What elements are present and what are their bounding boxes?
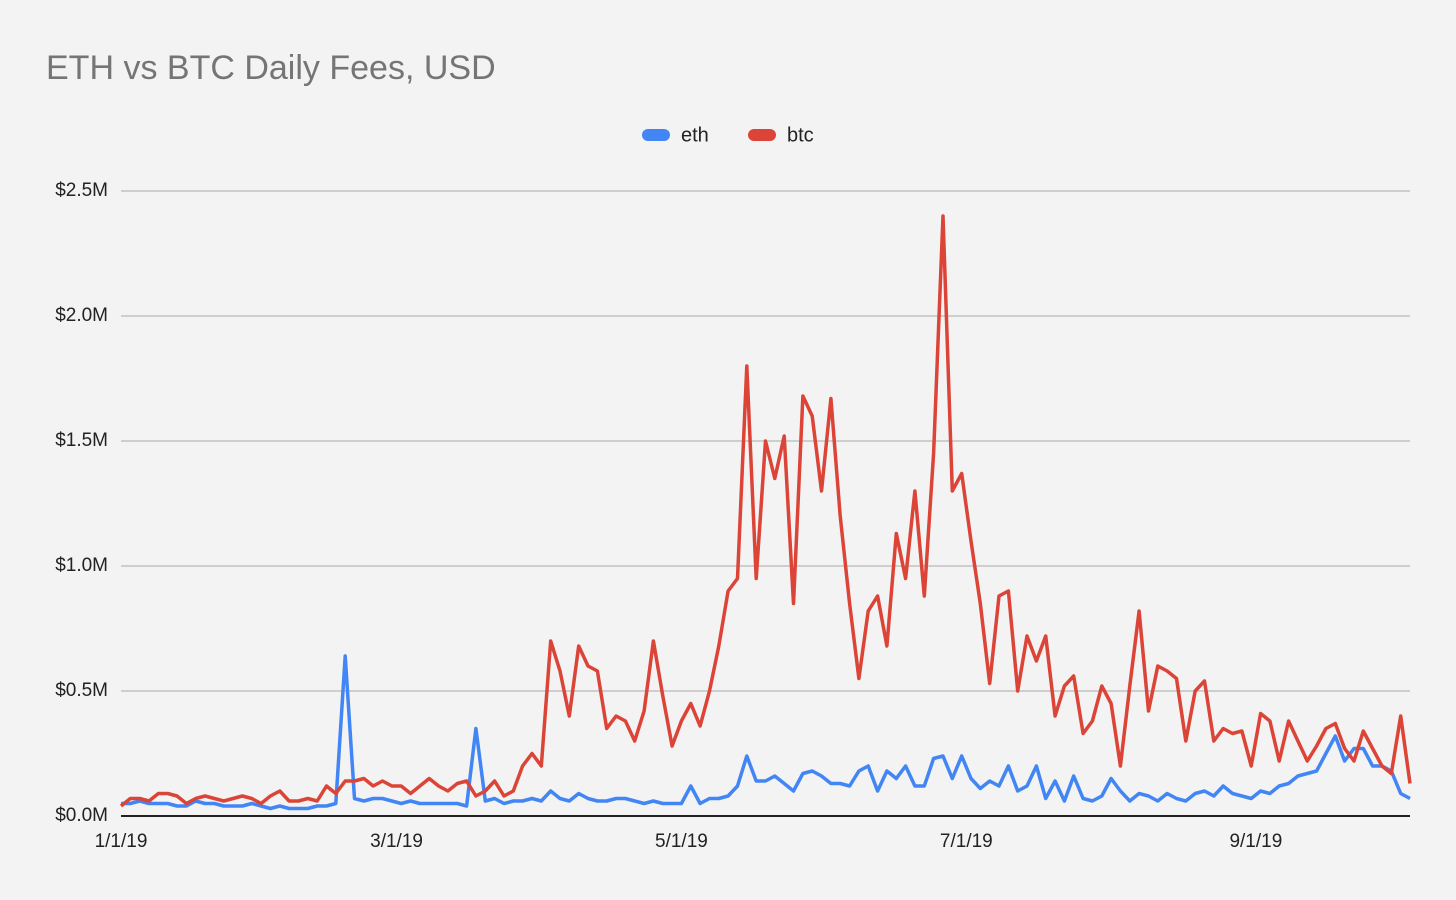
legend-swatch bbox=[748, 129, 776, 141]
line-btc bbox=[119, 214, 1412, 808]
legend-label: eth bbox=[681, 124, 709, 146]
legend-label: btc bbox=[787, 124, 814, 146]
x-tick-label: 7/1/19 bbox=[940, 831, 993, 852]
y-tick-label: $1.5M bbox=[55, 430, 108, 451]
y-tick-label: $2.0M bbox=[55, 305, 108, 326]
y-tick-label: $2.5M bbox=[55, 180, 108, 201]
legend-swatch bbox=[642, 129, 670, 141]
y-tick-label: $0.0M bbox=[55, 805, 108, 826]
x-tick-label: 5/1/19 bbox=[655, 831, 708, 852]
y-tick-label: $1.0M bbox=[55, 555, 108, 576]
x-tick-label: 9/1/19 bbox=[1229, 831, 1282, 852]
x-tick-label: 1/1/19 bbox=[95, 831, 148, 852]
y-tick-label: $0.5M bbox=[55, 680, 108, 701]
chart-title: ETH vs BTC Daily Fees, USD bbox=[46, 49, 496, 87]
line-eth bbox=[121, 654, 1411, 811]
x-tick-label: 3/1/19 bbox=[370, 831, 423, 852]
